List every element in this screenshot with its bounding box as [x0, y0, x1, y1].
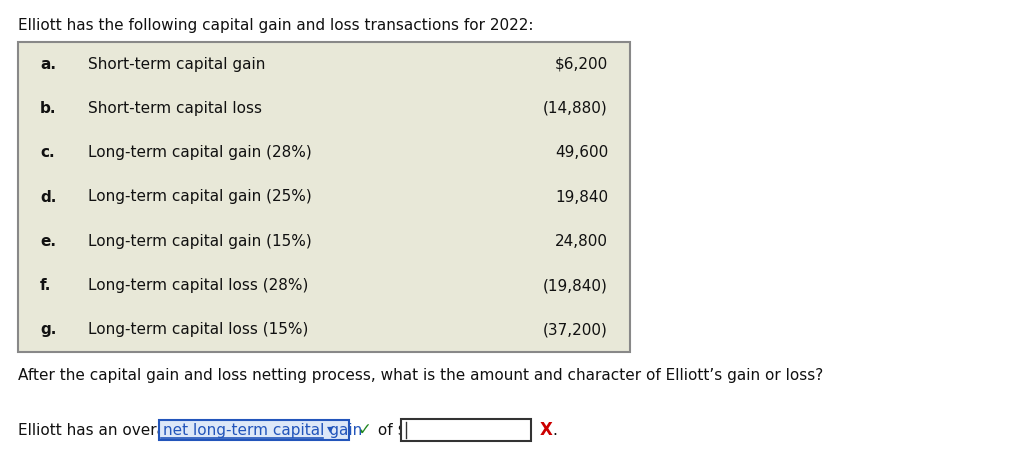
Text: X: X — [540, 421, 552, 439]
Text: e.: e. — [40, 234, 56, 249]
Text: Short-term capital gain: Short-term capital gain — [88, 57, 266, 72]
Text: f.: f. — [40, 278, 51, 293]
Text: a.: a. — [40, 57, 56, 72]
Text: Elliott has an overall: Elliott has an overall — [18, 423, 180, 438]
Text: Long-term capital loss (15%): Long-term capital loss (15%) — [88, 322, 309, 337]
Text: .: . — [552, 423, 557, 438]
Text: $6,200: $6,200 — [555, 57, 608, 72]
Text: (19,840): (19,840) — [543, 278, 608, 293]
Text: ▼: ▼ — [327, 425, 333, 434]
Text: d.: d. — [40, 190, 56, 205]
Text: 19,840: 19,840 — [555, 190, 608, 205]
Text: g.: g. — [40, 322, 56, 337]
Text: (14,880): (14,880) — [543, 101, 608, 116]
Text: Long-term capital loss (28%): Long-term capital loss (28%) — [88, 278, 309, 293]
FancyBboxPatch shape — [401, 419, 531, 441]
Text: Long-term capital gain (15%): Long-term capital gain (15%) — [88, 234, 312, 249]
Text: c.: c. — [40, 145, 54, 160]
Text: b.: b. — [40, 101, 56, 116]
Text: (37,200): (37,200) — [543, 322, 608, 337]
Text: Short-term capital loss: Short-term capital loss — [88, 101, 262, 116]
Text: After the capital gain and loss netting process, what is the amount and characte: After the capital gain and loss netting … — [18, 368, 823, 383]
Text: Long-term capital gain (25%): Long-term capital gain (25%) — [88, 190, 312, 205]
Text: net long-term capital gain: net long-term capital gain — [163, 423, 363, 438]
FancyBboxPatch shape — [18, 42, 630, 352]
Text: 49,600: 49,600 — [555, 145, 608, 160]
Text: 24,800: 24,800 — [555, 234, 608, 249]
Text: Long-term capital gain (28%): Long-term capital gain (28%) — [88, 145, 312, 160]
Text: of $: of $ — [373, 423, 407, 438]
Text: ✓: ✓ — [357, 421, 371, 439]
Text: Elliott has the following capital gain and loss transactions for 2022:: Elliott has the following capital gain a… — [18, 18, 534, 33]
FancyBboxPatch shape — [159, 420, 349, 440]
